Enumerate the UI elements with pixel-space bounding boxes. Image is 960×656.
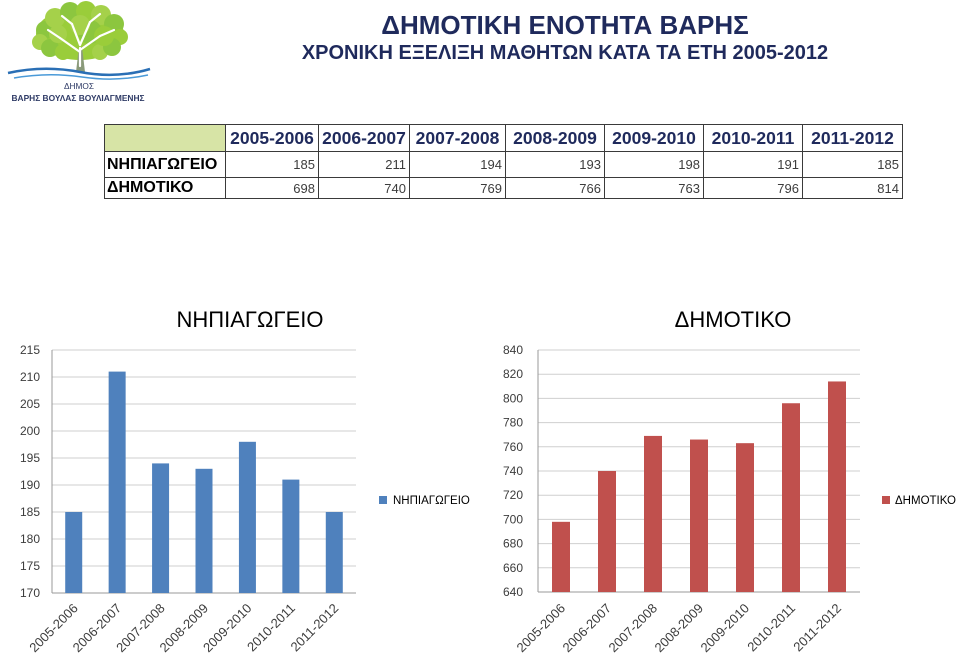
- kindergarten-bar-chart: 170 175 180 185 190 195 200 205 210 215 2005-2006…: [20, 307, 470, 656]
- legend-label: ΔΗΜΟΤΙΚΟ: [895, 495, 956, 507]
- x-tick-label: 2011-2012: [790, 601, 844, 655]
- y-tick-label: 840: [503, 343, 523, 357]
- y-tick-label: 205: [20, 397, 40, 411]
- y-tick-label: 760: [503, 440, 523, 454]
- table-year-header: 2009-2010: [604, 124, 704, 152]
- bar-2009-2010: [238, 441, 256, 593]
- y-tick-label: 780: [503, 416, 523, 430]
- tree-icon: [32, 1, 128, 72]
- table-cell: 185: [802, 151, 903, 178]
- logo-line1: ΔΗΜΟΣ: [64, 81, 94, 91]
- x-axis-labels: 2005-20062006-20072007-20082008-20092009…: [514, 601, 845, 656]
- table-row-kindergarten: ΝΗΠΙΑΓΩΓΕΙΟ 185 211 194 193 198 191 185: [104, 151, 903, 178]
- x-tick-label: 2010-2011: [744, 601, 798, 655]
- table-corner-cell: [104, 124, 226, 152]
- x-tick-label: 2011-2012: [288, 601, 342, 655]
- chart-bars: [65, 371, 343, 593]
- y-tick-label: 175: [20, 559, 40, 573]
- bar-2011-2012: [828, 381, 846, 592]
- table-cell: 194: [409, 151, 506, 178]
- bar-2005-2006: [552, 521, 570, 592]
- row-label: ΔΗΜΟΤΙΚΟ: [104, 177, 226, 199]
- y-tick-label: 185: [20, 505, 40, 519]
- chart-legend: ΔΗΜΟΤΙΚΟ: [882, 495, 956, 507]
- y-tick-label: 195: [20, 451, 40, 465]
- y-axis-labels: 640 660 680 700 720 740 760 780 800 820 840: [503, 343, 523, 599]
- y-tick-label: 170: [20, 586, 40, 600]
- chart-legend: ΝΗΠΙΑΓΩΓΕΙΟ: [379, 495, 470, 507]
- bar-2006-2007: [598, 471, 616, 592]
- chart-grid: [537, 349, 860, 593]
- table-cell: 763: [604, 177, 704, 199]
- table-cell: 211: [318, 151, 410, 178]
- y-tick-label: 700: [503, 512, 523, 526]
- bar-2006-2007: [108, 371, 126, 593]
- y-tick-label: 640: [503, 585, 523, 599]
- y-tick-label: 180: [20, 532, 40, 546]
- table-header-row: 2005-2006 2006-2007 2007-2008 2008-2009 …: [104, 124, 903, 152]
- primary-school-bar-chart: 640 660 680 700 720 740 760 780 800 820 840 2005-2…: [503, 307, 956, 656]
- y-tick-label: 800: [503, 391, 523, 405]
- table-year-header: 2011-2012: [802, 124, 903, 152]
- table-year-header: 2010-2011: [703, 124, 803, 152]
- y-tick-label: 660: [503, 561, 523, 575]
- table-year-header: 2007-2008: [409, 124, 506, 152]
- chart-title: ΔΗΜΟΤΙΚΟ: [675, 307, 792, 332]
- legend-swatch: [882, 496, 890, 504]
- chart-title: ΝΗΠΙΑΓΩΓΕΙΟ: [176, 307, 323, 332]
- table-cell: 769: [409, 177, 506, 199]
- bar-2005-2006: [65, 512, 83, 593]
- logo-line2: ΒΑΡΗΣ ΒΟΥΛΑΣ ΒΟΥΛΙΑΓΜΕΝΗΣ: [11, 93, 144, 103]
- legend-label: ΝΗΠΙΑΓΩΓΕΙΟ: [393, 495, 470, 507]
- table-row-primary: ΔΗΜΟΤΙΚΟ 698 740 769 766 763 796 814: [104, 177, 903, 199]
- table-year-header: 2006-2007: [318, 124, 410, 152]
- chart-bars: [552, 381, 846, 592]
- table-cell: 185: [225, 151, 319, 178]
- y-tick-label: 190: [20, 478, 40, 492]
- x-tick-label: 2006-2007: [560, 601, 615, 656]
- table-cell: 814: [802, 177, 903, 199]
- x-tick-label: 2007-2008: [606, 601, 661, 656]
- table-cell: 766: [505, 177, 605, 199]
- page-title: ΔΗΜΟΤΙΚΗ ΕΝΟΤΗΤΑ ΒΑΡΗΣ: [381, 10, 749, 40]
- page-subtitle: ΧΡΟΝΙΚΗ ΕΞΕΛΙΞΗ ΜΑΘΗΤΩΝ ΚΑΤΑ ΤΑ ΕΤΗ 2005…: [301, 42, 829, 64]
- table-cell: 698: [225, 177, 319, 199]
- bar-2008-2009: [690, 439, 708, 592]
- table-cell: 796: [703, 177, 803, 199]
- bar-2010-2011: [282, 479, 300, 593]
- y-tick-label: 740: [503, 464, 523, 478]
- bar-2010-2011: [782, 403, 800, 592]
- y-tick-label: 720: [503, 488, 523, 502]
- table-year-header: 2008-2009: [505, 124, 605, 152]
- x-tick-label: 2009-2010: [698, 601, 753, 656]
- y-axis-labels: 170 175 180 185 190 195 200 205 210 215: [20, 343, 40, 600]
- y-tick-label: 680: [503, 537, 523, 551]
- table-cell: 740: [318, 177, 410, 199]
- bar-2009-2010: [736, 443, 754, 592]
- legend-swatch: [379, 496, 387, 504]
- students-table: 2005-2006 2006-2007 2007-2008 2008-2009 …: [104, 124, 903, 199]
- bar-2011-2012: [325, 512, 343, 593]
- y-tick-label: 215: [20, 343, 40, 357]
- bar-2007-2008: [152, 463, 170, 593]
- table-year-header: 2005-2006: [225, 124, 319, 152]
- y-tick-label: 200: [20, 424, 40, 438]
- bar-2007-2008: [644, 435, 662, 592]
- x-tick-label: 2005-2006: [514, 601, 569, 656]
- x-axis-labels: 2005-20062006-20072007-20082008-20092009…: [26, 601, 341, 656]
- table-cell: 198: [604, 151, 704, 178]
- row-label: ΝΗΠΙΑΓΩΓΕΙΟ: [104, 151, 226, 178]
- municipality-logo: ΔΗΜΟΣ ΒΑΡΗΣ ΒΟΥΛΑΣ ΒΟΥΛΙΑΓΜΕΝΗΣ: [7, 1, 151, 103]
- y-tick-label: 820: [503, 367, 523, 381]
- x-tick-label: 2008-2009: [652, 601, 707, 656]
- table-cell: 191: [703, 151, 803, 178]
- wave-icon: [7, 67, 151, 80]
- y-tick-label: 210: [20, 370, 40, 384]
- bar-2008-2009: [195, 468, 213, 593]
- table-cell: 193: [505, 151, 605, 178]
